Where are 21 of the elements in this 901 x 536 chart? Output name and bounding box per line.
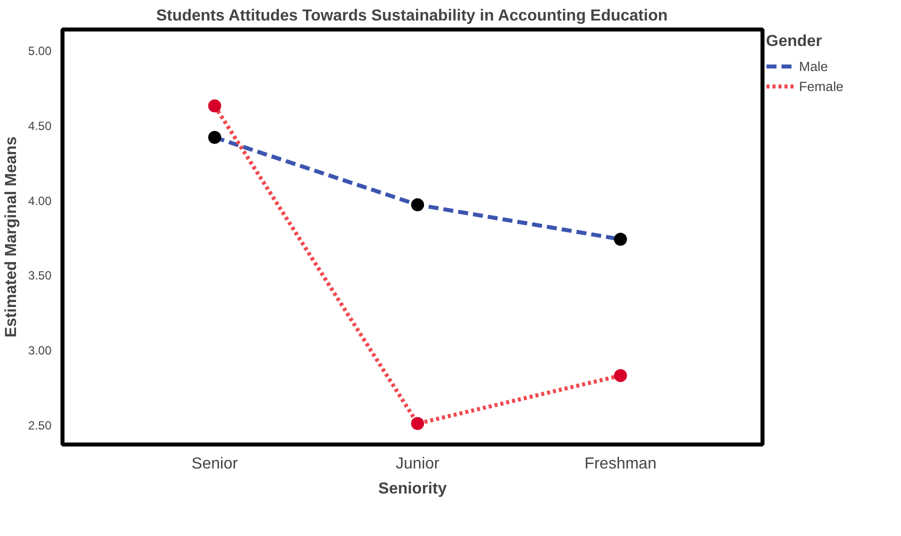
y-tick-label: 2.50 bbox=[28, 418, 52, 433]
point bbox=[208, 99, 222, 112]
y-tick-label: 4.00 bbox=[28, 194, 52, 208]
chart-title: Students Attitudes Towards Sustainability in Accounting Education bbox=[156, 8, 668, 24]
y-tick-label: 4.50 bbox=[28, 118, 52, 133]
point bbox=[614, 369, 627, 382]
point bbox=[614, 232, 627, 246]
point bbox=[411, 198, 424, 212]
legend-label: Female bbox=[799, 78, 844, 94]
y-tick-label: 3.50 bbox=[28, 268, 52, 283]
x-tick-label: Senior bbox=[192, 456, 238, 472]
legend-label: Male bbox=[799, 58, 828, 74]
x-axis-title: Seniority bbox=[378, 480, 447, 498]
legend-title: Gender bbox=[766, 33, 824, 51]
y-axis-title: Estimated Marginal Means bbox=[3, 136, 20, 338]
y-tick-label: 5.00 bbox=[28, 44, 52, 58]
point bbox=[208, 130, 222, 144]
y-tick-label: 3.00 bbox=[28, 344, 52, 358]
point bbox=[411, 417, 424, 430]
x-tick-label: Freshman bbox=[584, 456, 656, 472]
x-tick-label: Junior bbox=[396, 456, 440, 472]
